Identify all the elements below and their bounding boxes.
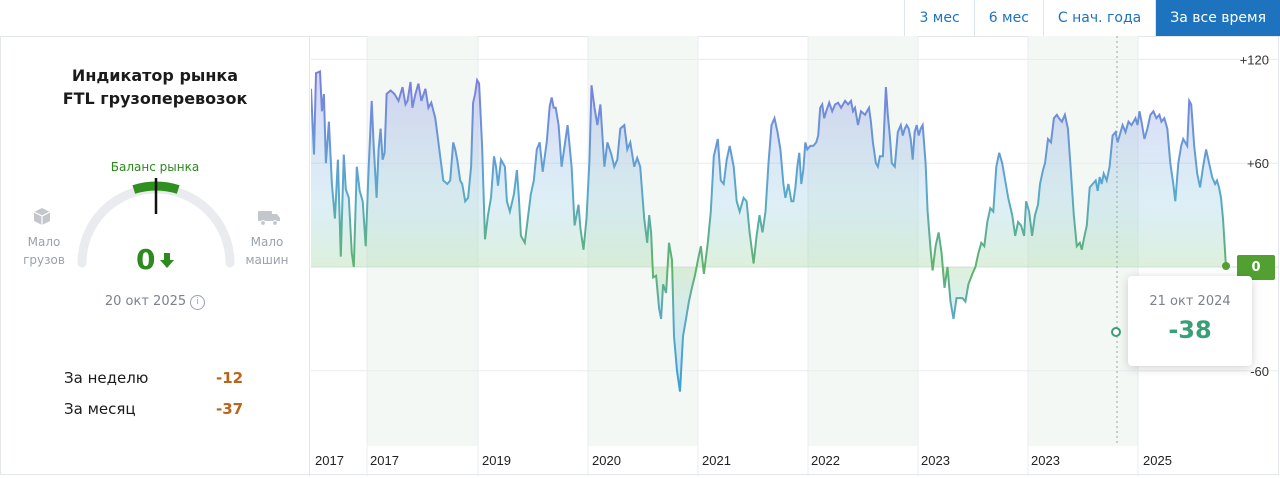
chart-tooltip: 21 окт 2024 -38 (1128, 276, 1252, 366)
x-tick-label: 2023 (1031, 453, 1060, 468)
panel-title-line2: FTL грузоперевозок (62, 89, 248, 108)
tooltip-value: -38 (1168, 316, 1212, 344)
x-tick-label: 2019 (482, 453, 511, 468)
indicator-panel: Индикатор рынка FTL грузоперевозок Балан… (0, 36, 310, 476)
indicator-date-row: 20 окт 2025 i (0, 294, 310, 310)
x-tick-label: 2017 (315, 453, 344, 468)
balance-label: Баланс рынка (110, 160, 200, 174)
y-tick-label: +120 (1240, 52, 1269, 67)
current-value-badge: 0 (1237, 255, 1275, 280)
truck-icon (258, 211, 280, 226)
x-tick-label: 2022 (811, 453, 840, 468)
balance-gauge (77, 178, 235, 268)
x-tick-label: 2025 (1143, 453, 1172, 468)
hover-point (1111, 327, 1121, 337)
x-tick-label: 2020 (592, 453, 621, 468)
indicator-date: 20 окт 2025 (104, 294, 187, 309)
panel-title-line1: Индикатор рынка (71, 66, 239, 85)
x-tick-label: 2023 (921, 453, 950, 468)
x-axis-ticks: 2017 2017 2019 2020 2021 2022 2023 2023 2025 (315, 453, 1172, 468)
tab-all-time[interactable]: За все время (1155, 0, 1280, 36)
week-change-value: -12 (216, 369, 244, 387)
tab-year-to-date[interactable]: С нач. года (1042, 0, 1155, 36)
week-change-label: За неделю (64, 369, 149, 387)
tab-3-months[interactable]: 3 мес (919, 10, 960, 26)
arrow-down-icon (160, 253, 174, 268)
panel-title: Индикатор рынка FTL грузоперевозок (0, 64, 310, 110)
month-change-label: За месяц (64, 400, 136, 418)
market-balance-value: 0 (136, 243, 156, 276)
info-icon[interactable]: i (190, 295, 206, 310)
x-tick-label: 2021 (702, 453, 731, 468)
tab-6-months[interactable]: 6 мес (973, 0, 1043, 36)
market-indicator-chart: +120 +60 0 -60 2017 2017 2019 2020 2021 2022 2023… (311, 36, 1279, 476)
few-cargo-label: Мало грузов (23, 235, 65, 267)
period-tabs: 3 мес 6 мес С нач. года За все время (904, 0, 1280, 37)
y-tick-label: +60 (1247, 156, 1269, 171)
series-line (311, 70, 1227, 392)
last-point (1222, 262, 1230, 270)
x-tick-label: 2017 (370, 453, 399, 468)
month-change-value: -37 (216, 400, 244, 418)
few-trucks-label: Мало машин (245, 235, 289, 267)
tooltip-date: 21 окт 2024 (1149, 294, 1231, 309)
cargo-box-icon (33, 208, 51, 225)
y-tick-label: -60 (1250, 364, 1269, 379)
